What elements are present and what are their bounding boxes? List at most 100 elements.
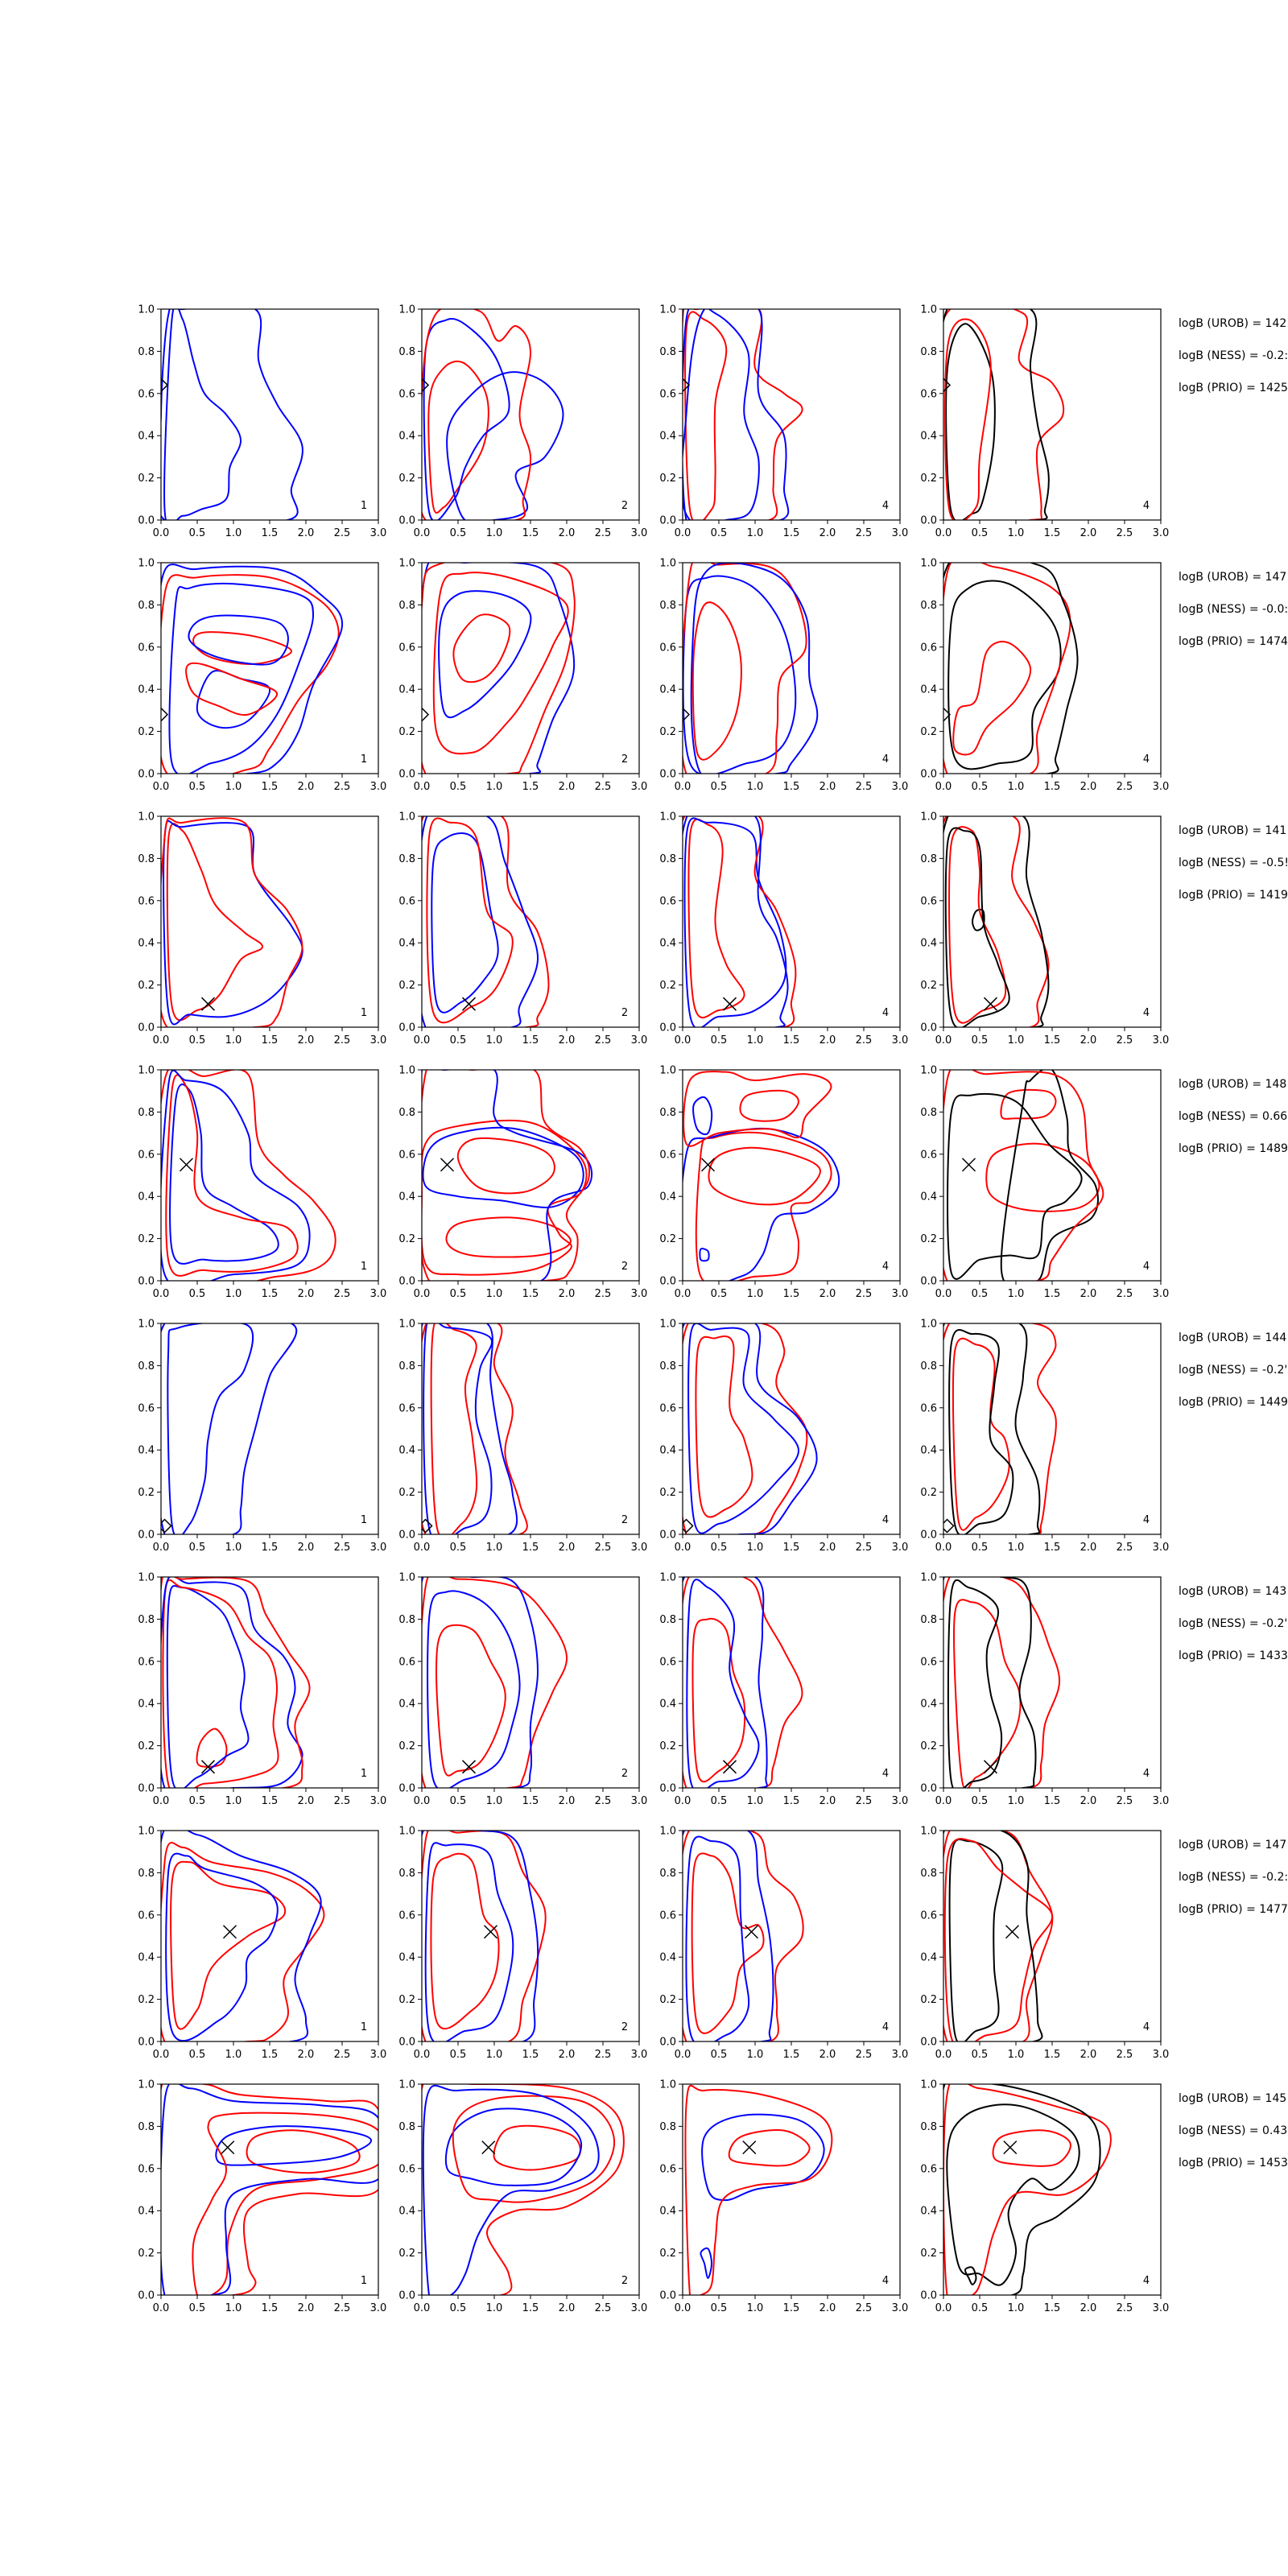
contour-red-3 (161, 817, 303, 1027)
contour-group (161, 1070, 336, 1281)
contour-red-3 (683, 1323, 808, 1534)
axes-frame (160, 562, 379, 774)
contour-group (683, 309, 803, 520)
y-tick-label: 0.2 (659, 1740, 676, 1752)
x-tick-label: 1.0 (225, 1288, 242, 1300)
x-tick-label: 1.5 (1044, 781, 1061, 793)
x-tick-label: 0.5 (711, 1288, 728, 1300)
x-tick-label: 0.0 (153, 527, 170, 539)
y-tick-label: 1.0 (398, 558, 415, 570)
x-tick-label: 2.0 (298, 2049, 315, 2061)
y-tick-label: 0.4 (659, 1445, 676, 1457)
panel-label: 4 (882, 2021, 889, 2033)
x-tick-label: 3.0 (631, 1542, 648, 1554)
x-tick-label: 0.0 (153, 1795, 170, 1807)
x-tick-label: 3.0 (1153, 1288, 1170, 1300)
x-tick-label: 2.5 (595, 1288, 612, 1300)
x-tick-label: 1.5 (522, 1288, 539, 1300)
y-tick-label: 0.2 (398, 473, 415, 485)
x-tick-label: 2.0 (298, 527, 315, 539)
y-tick-label: 1.0 (138, 811, 155, 824)
contour-red-4 (943, 816, 1050, 1027)
contour-group (161, 817, 303, 1027)
x-tick-label: 1.0 (1008, 2302, 1025, 2314)
y-tick-label: 0.0 (398, 2037, 415, 2049)
x-tick-label: 0.5 (972, 2049, 989, 2061)
y-tick-label: 0.6 (398, 1909, 415, 1922)
marker-diamond (422, 378, 430, 393)
x-tick-label: 1.0 (486, 781, 503, 793)
y-tick-label: 0.8 (920, 600, 937, 612)
x-tick-label: 3.0 (631, 527, 648, 539)
x-tick-label: 0.5 (972, 2302, 989, 2314)
x-tick-label: 1.5 (783, 781, 800, 793)
y-tick-label: 0.0 (659, 515, 676, 527)
contour-red-1 (953, 1599, 1022, 1788)
bayes-factor-note: logB (NESS) = -0.2' (1179, 1364, 1287, 1377)
axes-frame (421, 1069, 640, 1282)
contour-blue-2 (444, 2107, 583, 2186)
y-tick-label: 0.8 (659, 346, 676, 358)
y-tick-label: 0.0 (398, 1783, 415, 1795)
y-tick-label: 0.2 (398, 1994, 415, 2006)
axes-frame (421, 1830, 640, 2042)
x-tick-label: 1.5 (1044, 1542, 1061, 1554)
contour-black-2 (964, 2266, 977, 2285)
marker-diamond (422, 1518, 433, 1534)
x-tick-label: 1.5 (262, 1542, 279, 1554)
x-tick-label: 3.0 (631, 781, 648, 793)
x-tick-label: 2.0 (819, 781, 836, 793)
x-tick-label: 2.0 (1080, 527, 1097, 539)
y-tick-label: 0.0 (138, 1022, 155, 1034)
contour-blue-2 (423, 318, 510, 520)
marker-diamond (161, 707, 169, 722)
x-tick-label: 3.0 (370, 2302, 387, 2314)
contour-blue-2 (438, 590, 532, 719)
bayes-factor-note: logB (PRIO) = 1474 (1179, 635, 1288, 648)
x-tick-label: 1.0 (1008, 1034, 1025, 1046)
y-tick-label: 0.6 (920, 1656, 937, 1668)
contour-red-1 (456, 1137, 555, 1195)
panel-label: 4 (882, 1261, 889, 1273)
y-tick-label: 0.4 (138, 431, 155, 443)
panel-label: 2 (621, 1768, 628, 1780)
x-tick-label: 1.5 (522, 1034, 539, 1046)
y-tick-label: 0.8 (659, 1107, 676, 1119)
y-tick-label: 1.0 (920, 1065, 937, 1077)
contour-blue-5 (422, 1070, 593, 1281)
y-tick-label: 0.8 (138, 2121, 155, 2133)
bayes-factor-note: logB (NESS) = 0.43 (1179, 2124, 1287, 2137)
x-tick-label: 2.0 (559, 527, 576, 539)
y-tick-label: 0.2 (920, 726, 937, 738)
x-tick-label: 1.0 (486, 2049, 503, 2061)
contour-group (161, 1323, 298, 1534)
contour-group (943, 1323, 1057, 1534)
y-tick-label: 0.8 (659, 853, 676, 865)
marker-x (742, 2140, 757, 2155)
y-tick-label: 1.0 (398, 2079, 415, 2091)
y-tick-label: 1.0 (398, 304, 415, 316)
x-tick-label: 2.0 (1080, 1288, 1097, 1300)
x-tick-label: 1.0 (225, 1795, 242, 1807)
contour-red-3 (185, 662, 278, 716)
x-tick-label: 0.0 (935, 2302, 952, 2314)
y-tick-label: 0.4 (920, 1445, 937, 1457)
x-tick-label: 0.5 (189, 527, 206, 539)
bayes-factor-note: logB (NESS) = -0.2: (1179, 349, 1288, 362)
panel-label: 2 (621, 2275, 628, 2287)
y-tick-label: 0.4 (138, 1445, 155, 1457)
bayes-factor-note: logB (UROB) = 141 (1179, 824, 1286, 837)
contour-red-1 (728, 2129, 811, 2167)
y-tick-label: 0.0 (138, 1530, 155, 1542)
y-tick-label: 1.0 (398, 1572, 415, 1584)
marker-x (722, 997, 737, 1011)
y-tick-label: 0.0 (138, 769, 155, 781)
x-tick-label: 1.0 (1008, 527, 1025, 539)
contour-blue-4 (422, 1323, 518, 1534)
y-tick-label: 0.6 (920, 1149, 937, 1161)
x-tick-label: 0.5 (189, 1795, 206, 1807)
panel-r8-c1: 0.0 0.5 1.0 1.5 2.0 2.5 3.0 0.0 0.2 0.4 0.6 0.8 1.0 1 (138, 2079, 387, 2315)
y-tick-label: 0.2 (920, 980, 937, 992)
x-tick-label: 2.0 (1080, 1542, 1097, 1554)
contour-blue-2 (215, 2125, 372, 2166)
